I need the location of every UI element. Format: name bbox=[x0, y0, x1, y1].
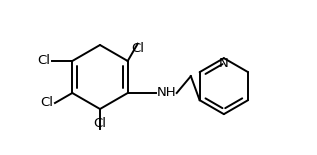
Text: Cl: Cl bbox=[40, 97, 53, 109]
Text: Cl: Cl bbox=[131, 42, 144, 55]
Text: N: N bbox=[219, 57, 229, 70]
Text: NH: NH bbox=[157, 86, 176, 100]
Text: Cl: Cl bbox=[94, 117, 107, 130]
Text: Cl: Cl bbox=[37, 55, 50, 67]
